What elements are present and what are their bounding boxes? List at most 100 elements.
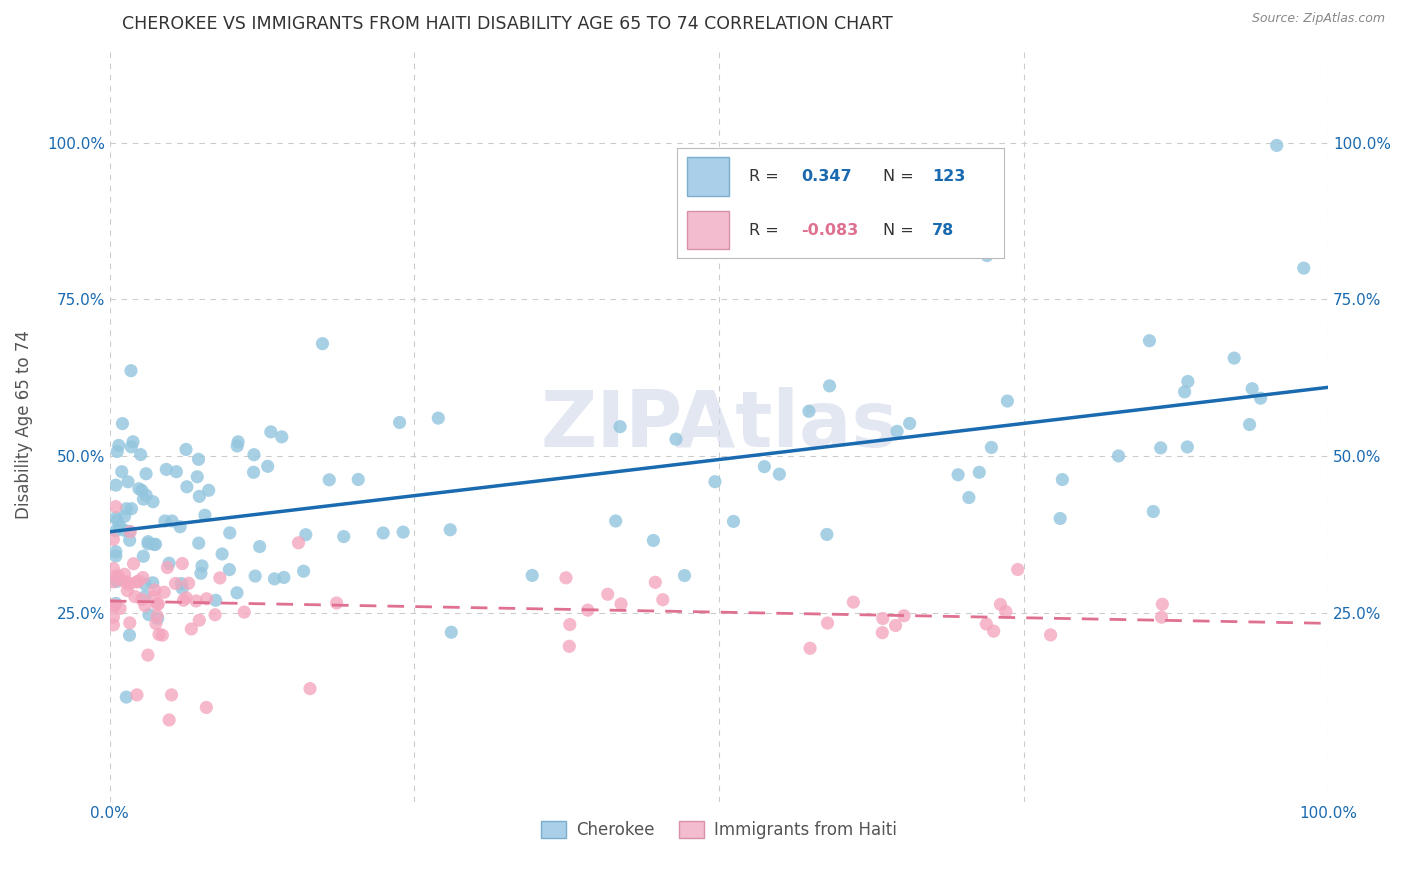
- Point: [122, 557, 145, 571]
- Point: [898, 417, 921, 431]
- Point: [108, 519, 131, 533]
- Point: [153, 514, 176, 528]
- Point: [292, 564, 315, 578]
- Point: [644, 575, 666, 590]
- Point: [122, 434, 145, 449]
- Point: [107, 568, 129, 582]
- Point: [392, 525, 415, 540]
- Point: [142, 575, 165, 590]
- Text: CHEROKEE VS IMMIGRANTS FROM HAITI DISABILITY AGE 65 TO 74 CORRELATION CHART: CHEROKEE VS IMMIGRANTS FROM HAITI DISABI…: [122, 15, 893, 33]
- Point: [103, 561, 125, 575]
- Point: [186, 470, 208, 484]
- Bar: [686, 157, 730, 195]
- Point: [815, 527, 838, 541]
- Point: [134, 577, 156, 591]
- Point: [135, 488, 157, 502]
- Point: [103, 599, 125, 613]
- Text: R =: R =: [749, 223, 779, 237]
- Point: [555, 571, 578, 585]
- Point: [242, 465, 264, 479]
- Point: [270, 430, 292, 444]
- Point: [187, 452, 209, 467]
- Point: [108, 601, 131, 615]
- Point: [143, 590, 166, 604]
- Point: [120, 364, 142, 378]
- Point: [325, 596, 347, 610]
- Point: [768, 467, 790, 482]
- Point: [673, 568, 696, 582]
- Point: [208, 571, 231, 585]
- Point: [1177, 375, 1199, 389]
- Point: [558, 640, 581, 654]
- Point: [957, 491, 980, 505]
- Point: [112, 524, 135, 538]
- Text: ZIPAtlas: ZIPAtlas: [540, 387, 898, 463]
- Point: [174, 591, 197, 605]
- Point: [104, 478, 127, 492]
- Text: 123: 123: [932, 169, 966, 184]
- Point: [118, 533, 141, 548]
- Point: [187, 536, 209, 550]
- Point: [558, 617, 581, 632]
- Point: [105, 574, 128, 589]
- Point: [146, 608, 169, 623]
- Point: [609, 419, 631, 434]
- Point: [146, 611, 169, 625]
- Point: [115, 575, 138, 590]
- Point: [893, 608, 915, 623]
- Point: [105, 444, 128, 458]
- Point: [1049, 511, 1071, 525]
- Point: [136, 537, 159, 551]
- Point: [1007, 562, 1029, 576]
- Point: [129, 448, 152, 462]
- Point: [1265, 138, 1288, 153]
- Point: [1177, 440, 1199, 454]
- Point: [723, 515, 745, 529]
- Point: [818, 379, 841, 393]
- Point: [165, 576, 187, 591]
- Point: [1139, 334, 1161, 348]
- Point: [195, 700, 218, 714]
- Point: [124, 590, 146, 604]
- Point: [983, 624, 1005, 639]
- Point: [1292, 261, 1315, 276]
- Point: [173, 593, 195, 607]
- Point: [190, 566, 212, 581]
- Point: [311, 336, 333, 351]
- Point: [142, 494, 165, 508]
- Point: [817, 615, 839, 630]
- Point: [1150, 610, 1173, 624]
- Point: [155, 462, 177, 476]
- Point: [177, 576, 200, 591]
- Point: [105, 513, 128, 527]
- Point: [1250, 391, 1272, 405]
- Point: [226, 439, 249, 453]
- Point: [143, 582, 166, 597]
- Point: [204, 607, 226, 622]
- Point: [165, 465, 187, 479]
- Point: [976, 617, 998, 632]
- Point: [997, 394, 1019, 409]
- Point: [148, 627, 170, 641]
- Point: [153, 585, 176, 599]
- Point: [287, 536, 309, 550]
- Point: [111, 465, 134, 479]
- Point: [226, 586, 249, 600]
- Point: [976, 248, 998, 262]
- Point: [440, 625, 463, 640]
- Point: [994, 605, 1017, 619]
- Point: [197, 483, 219, 498]
- Point: [114, 567, 136, 582]
- Point: [160, 688, 183, 702]
- Point: [1152, 597, 1174, 611]
- Point: [169, 520, 191, 534]
- Point: [134, 589, 156, 603]
- Point: [651, 592, 673, 607]
- Point: [120, 440, 142, 454]
- Point: [172, 557, 194, 571]
- Text: N =: N =: [883, 223, 914, 237]
- Point: [704, 475, 727, 489]
- Point: [347, 473, 370, 487]
- Point: [576, 603, 599, 617]
- Text: R =: R =: [749, 169, 779, 184]
